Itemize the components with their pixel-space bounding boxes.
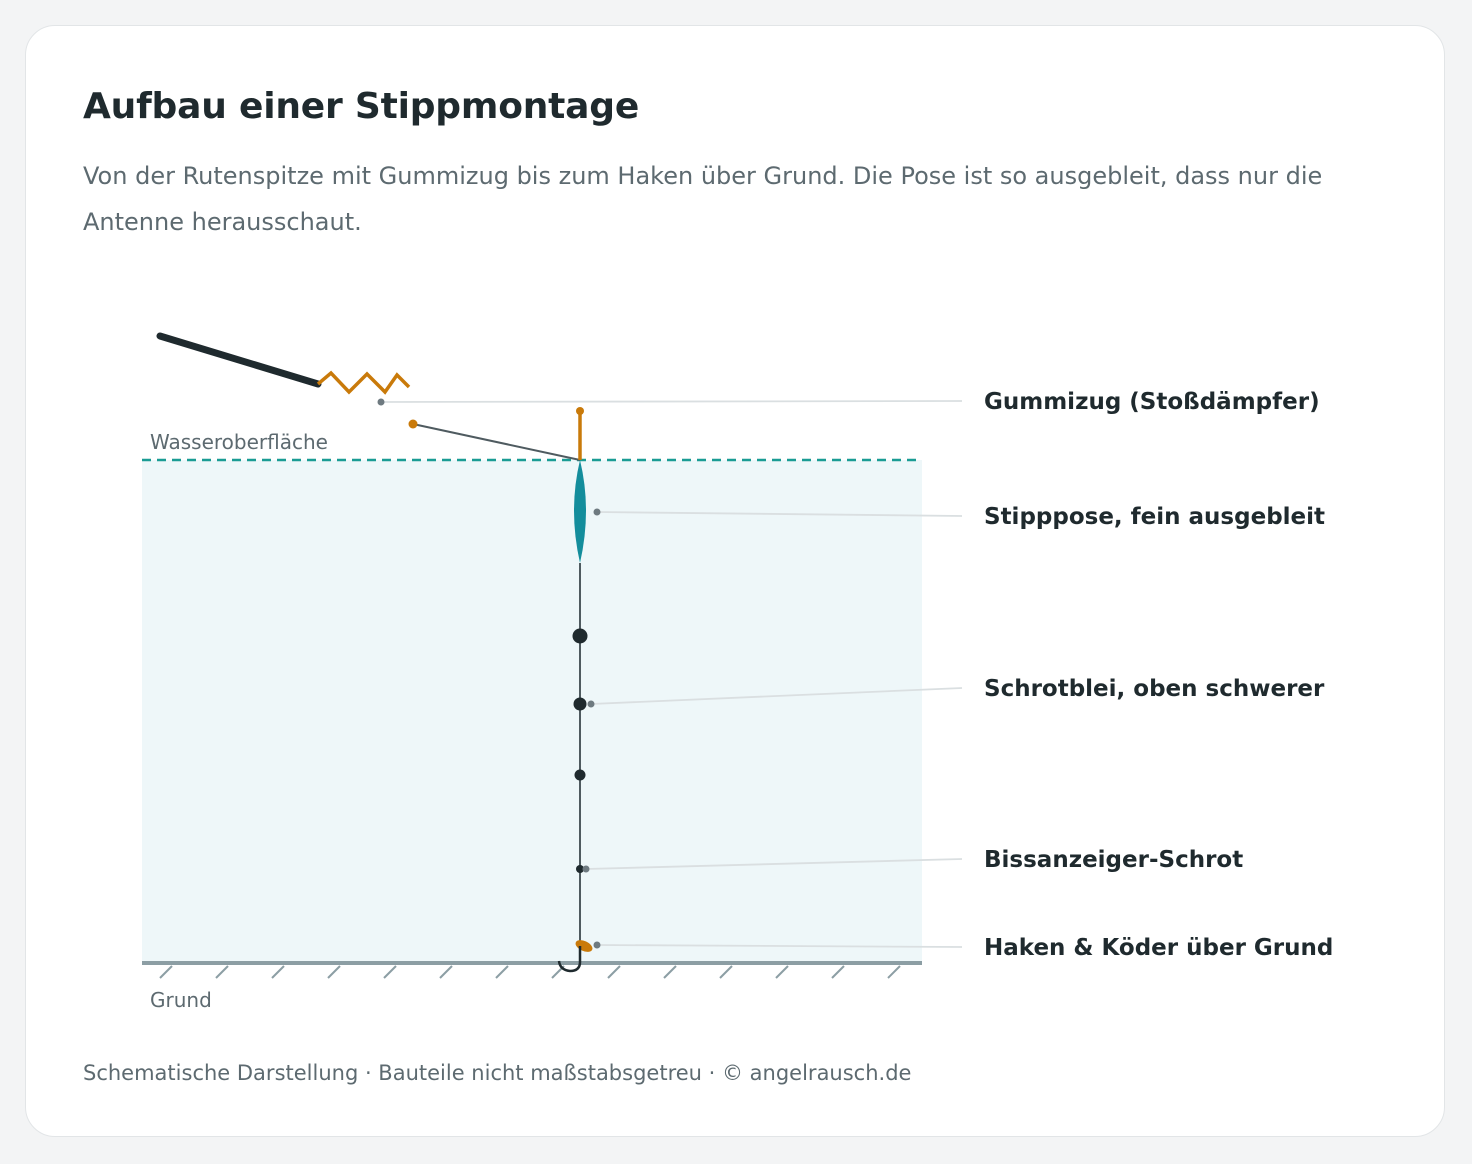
elastic-connector — [408, 419, 418, 429]
telltale-shot — [576, 865, 584, 873]
ground-label: Grund — [150, 988, 212, 1012]
page-subtitle: Von der Rutenspitze mit Gummizug bis zum… — [83, 162, 1323, 236]
callout-pose: Stipppose, fein ausgebleit — [984, 504, 1325, 530]
callout-gummizug: Gummizug (Stoßdämpfer) — [984, 389, 1320, 415]
shot-weight-2 — [573, 697, 587, 711]
rod-tip — [156, 332, 322, 388]
main-line-upper — [412, 423, 581, 461]
float-body — [574, 460, 586, 563]
callout-bissanzeiger: Bissanzeiger-Schrot — [984, 847, 1243, 873]
ground-hatching — [159, 965, 901, 979]
shot-weight-1 — [572, 628, 588, 644]
page-title: Aufbau einer Stippmontage — [83, 86, 640, 127]
water-area — [142, 460, 922, 963]
callout-schrot: Schrotblei, oben schwerer — [984, 676, 1325, 702]
hook-icon — [557, 946, 582, 973]
callout-anchors — [377, 398, 601, 949]
elastic-zigzag — [316, 370, 411, 395]
callout-leaders — [380, 400, 963, 948]
shot-weight-3 — [574, 769, 586, 781]
float-antenna-tip — [576, 407, 584, 415]
water-surface-label: Wasseroberfläche — [150, 430, 328, 454]
footer-note: Schematische Darstellung · Bauteile nich… — [83, 1061, 912, 1085]
callout-haken: Haken & Köder über Grund — [984, 935, 1333, 961]
